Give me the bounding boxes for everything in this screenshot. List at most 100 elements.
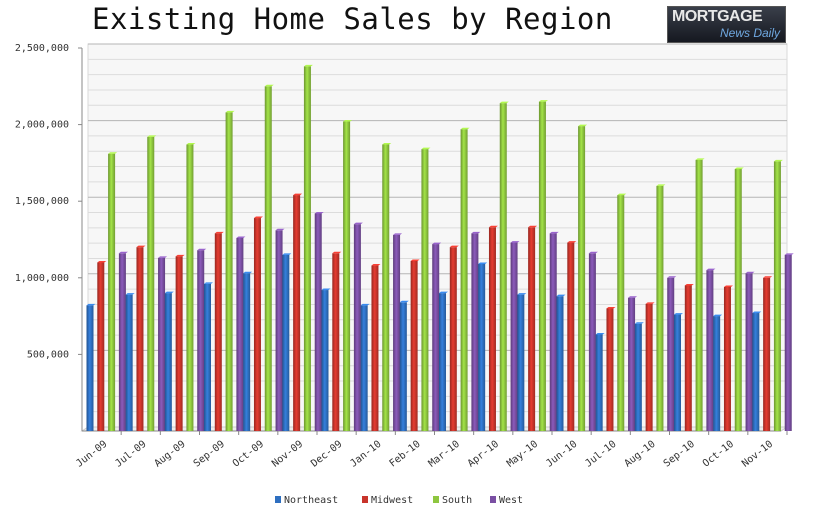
bar-top-face — [517, 293, 527, 295]
bar-top-face — [118, 251, 128, 254]
bar-top-face — [158, 256, 168, 258]
bar-top-face — [478, 262, 488, 265]
y-tick-label: 2,500,000 — [15, 43, 69, 54]
bar-top-face — [343, 120, 353, 122]
bar-west-aug-09 — [197, 250, 205, 431]
bar-top-face — [97, 260, 107, 263]
bar-west-jan-10 — [393, 234, 401, 431]
bar-top-face — [236, 236, 246, 238]
bar-south-sep-09 — [225, 112, 233, 432]
bar-top-face — [314, 211, 324, 214]
bar-midwest-mar-10 — [449, 247, 457, 431]
bar-top-face — [204, 282, 213, 284]
bar-west-sep-09 — [236, 237, 244, 431]
bar-south-jul-10 — [617, 195, 625, 431]
x-tick-label: Apr-10 — [466, 439, 501, 470]
x-tick-label: Jul-09 — [113, 439, 148, 470]
bar-top-face — [371, 264, 381, 266]
legend-label-northeast: Northeast — [284, 495, 338, 506]
x-tick-label: May-10 — [505, 439, 540, 470]
bar-top-face — [321, 288, 331, 291]
bar-top-face — [488, 225, 498, 228]
bar-northeast-may-10 — [517, 294, 525, 431]
bar-south-oct-09 — [264, 86, 272, 432]
bar-top-face — [125, 293, 135, 295]
x-tick-label: Jun-10 — [544, 439, 579, 470]
x-tick-label: Jul-10 — [583, 439, 618, 470]
mortgage-news-daily-logo: MORTGAGE News Daily — [667, 6, 786, 43]
bar-northeast-mar-10 — [439, 293, 446, 431]
bar-west-dec-09 — [353, 224, 361, 431]
bar-top-face — [538, 100, 548, 102]
bar-northeast-jul-09 — [125, 294, 133, 431]
bar-west-oct-10 — [745, 273, 753, 431]
bar-northeast-jan-10 — [360, 305, 368, 431]
legend-swatch-west — [490, 496, 496, 503]
bar-midwest-nov-10 — [763, 277, 771, 431]
bar-northeast-jul-10 — [595, 334, 603, 431]
bar-midwest-sep-10 — [684, 285, 692, 431]
bar-south-jun-09 — [108, 153, 116, 431]
bar-top-face — [439, 291, 448, 294]
bar-top-face — [752, 311, 762, 314]
y-tick-label: 1,000,000 — [15, 273, 69, 284]
bar-northeast-dec-09 — [321, 290, 329, 431]
bar-top-face — [499, 101, 509, 104]
bar-top-face — [353, 222, 363, 225]
bar-west-jul-09 — [158, 257, 166, 431]
bar-top-face — [773, 159, 783, 162]
bar-top-face — [606, 306, 616, 309]
bar-northeast-feb-10 — [399, 302, 407, 431]
bar-midwest-jan-10 — [371, 265, 379, 431]
bar-west-sep-10 — [706, 270, 714, 431]
bar-northeast-nov-09 — [282, 254, 290, 431]
bar-top-face — [86, 303, 96, 306]
bar-top-face — [549, 231, 559, 234]
bar-midwest-jun-10 — [567, 242, 575, 431]
bar-top-face — [510, 241, 520, 243]
bar-midwest-feb-10 — [410, 260, 418, 431]
bar-south-nov-10 — [773, 161, 781, 432]
bar-top-face — [164, 291, 174, 294]
bar-top-face — [225, 110, 235, 113]
legend-swatch-midwest — [362, 496, 368, 503]
bar-top-face — [745, 271, 755, 274]
bar-top-face — [556, 294, 566, 297]
bar-south-oct-10 — [734, 169, 742, 431]
bar-top-face — [578, 124, 588, 127]
bar-northeast-aug-10 — [634, 323, 642, 431]
bar-top-face — [706, 268, 716, 271]
bar-top-face — [684, 283, 694, 286]
bar-top-face — [460, 127, 470, 130]
bar-top-face — [723, 285, 733, 287]
bar-top-face — [360, 303, 370, 306]
bar-top-face — [449, 245, 459, 248]
bar-west-feb-10 — [432, 244, 440, 431]
bar-midwest-jun-09 — [97, 262, 105, 431]
bar-top-face — [303, 64, 313, 67]
bar-midwest-dec-09 — [332, 253, 340, 431]
x-tick-label: Mar-10 — [427, 439, 462, 470]
bar-midwest-nov-09 — [293, 195, 301, 431]
bar-west-nov-09 — [314, 213, 322, 431]
bar-top-face — [243, 271, 253, 274]
bar-south-jun-10 — [578, 126, 586, 431]
bar-south-feb-10 — [421, 149, 429, 431]
bar-top-face — [136, 245, 146, 248]
bar-northeast-sep-09 — [204, 283, 211, 431]
bar-top-face — [382, 143, 392, 145]
bar-west-aug-10 — [667, 277, 675, 431]
bar-south-aug-10 — [656, 185, 664, 431]
bar-top-face — [595, 332, 605, 335]
bar-top-face — [214, 231, 224, 234]
bar-top-face — [332, 251, 342, 254]
bar-west-nov-10 — [784, 254, 792, 431]
bar-top-face — [393, 233, 403, 235]
x-tick-label: Oct-09 — [231, 439, 266, 470]
bar-midwest-apr-10 — [488, 227, 496, 431]
bar-top-face — [421, 147, 431, 150]
bar-south-may-10 — [538, 101, 546, 432]
x-tick-label: Jan-10 — [348, 439, 383, 470]
bar-top-face — [588, 251, 598, 254]
bar-northeast-sep-10 — [674, 314, 681, 431]
